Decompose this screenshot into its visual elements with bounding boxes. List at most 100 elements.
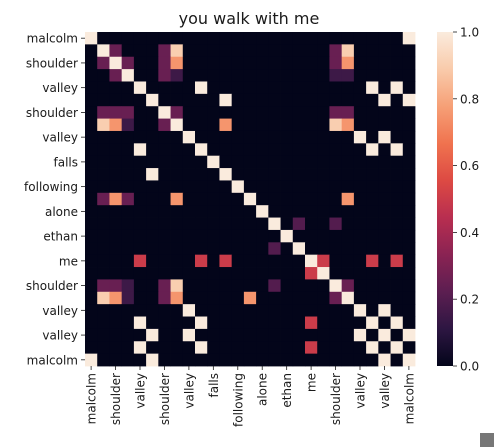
heatmap-cell xyxy=(390,242,404,256)
heatmap-cell xyxy=(366,69,379,82)
heatmap-cell xyxy=(158,316,171,330)
heatmap-cell xyxy=(219,106,233,119)
heatmap-cell xyxy=(341,291,355,305)
heatmap-cell xyxy=(109,32,123,45)
heatmap-cell xyxy=(231,32,245,45)
heatmap-cell xyxy=(207,81,220,95)
heatmap-cell xyxy=(402,118,416,132)
heatmap-cell xyxy=(256,192,269,206)
heatmap-cell xyxy=(329,56,343,70)
heatmap-cell xyxy=(353,328,367,342)
heatmap-cell xyxy=(182,69,196,82)
heatmap-cell xyxy=(121,304,135,317)
heatmap-cell xyxy=(341,254,355,268)
heatmap-cell xyxy=(353,304,367,317)
heatmap-cell xyxy=(280,106,294,119)
heatmap-cell xyxy=(85,229,98,243)
heatmap-cell xyxy=(378,168,391,181)
x-tick-label: valley xyxy=(134,373,148,409)
corner-mark xyxy=(480,433,494,447)
heatmap-cell xyxy=(353,316,367,330)
heatmap-cell xyxy=(280,155,294,169)
heatmap-cell xyxy=(146,217,159,231)
heatmap-cell xyxy=(109,328,123,342)
heatmap-cell xyxy=(182,32,196,45)
heatmap-cell xyxy=(231,242,245,256)
heatmap-cell xyxy=(353,180,367,194)
heatmap-cell xyxy=(329,106,343,119)
heatmap-cell xyxy=(146,242,159,256)
heatmap-cell xyxy=(85,267,98,280)
heatmap-cell xyxy=(109,254,123,268)
heatmap-cell xyxy=(366,93,379,107)
heatmap-cell xyxy=(219,291,233,305)
heatmap-cell xyxy=(317,291,330,305)
heatmap-cell xyxy=(280,279,294,293)
heatmap-cell xyxy=(243,81,257,95)
heatmap-cell xyxy=(329,205,343,218)
heatmap-cell xyxy=(182,106,196,119)
y-tick-label: shoulder xyxy=(26,279,78,293)
heatmap-cell xyxy=(133,341,147,355)
heatmap-cell xyxy=(366,168,379,181)
heatmap-cell xyxy=(256,254,269,268)
heatmap-cell xyxy=(182,81,196,95)
heatmap-cell xyxy=(353,205,367,218)
heatmap-cell xyxy=(109,130,123,144)
heatmap-cell xyxy=(109,217,123,231)
heatmap-cell xyxy=(195,267,208,280)
heatmap-cell xyxy=(366,353,379,367)
x-tick-label: following xyxy=(231,373,245,427)
heatmap-cell xyxy=(317,106,330,119)
heatmap-cell xyxy=(268,130,281,144)
heatmap-cell xyxy=(146,304,159,317)
heatmap-cell xyxy=(97,328,110,342)
heatmap-cell xyxy=(109,69,123,82)
heatmap-cell xyxy=(85,316,98,330)
heatmap-cell xyxy=(353,192,367,206)
heatmap-cell xyxy=(378,180,391,194)
heatmap-cell xyxy=(207,316,220,330)
heatmap-cell xyxy=(182,168,196,181)
heatmap-cell xyxy=(268,44,281,58)
heatmap-cell xyxy=(366,205,379,218)
heatmap-cell xyxy=(292,254,306,268)
heatmap-cell xyxy=(207,180,220,194)
heatmap-cell xyxy=(243,229,257,243)
heatmap-cell xyxy=(305,69,318,82)
heatmap-cell xyxy=(292,304,306,317)
heatmap-cell xyxy=(207,304,220,317)
heatmap-cell xyxy=(243,267,257,280)
heatmap-cell xyxy=(366,242,379,256)
heatmap-cell xyxy=(85,106,98,119)
heatmap-cell xyxy=(97,56,110,70)
heatmap-cell xyxy=(305,205,318,218)
y-tick-label: malcolm xyxy=(27,32,78,46)
heatmap-cell xyxy=(292,316,306,330)
heatmap-cell xyxy=(305,304,318,317)
heatmap-cell xyxy=(121,106,135,119)
heatmap-cell xyxy=(195,118,208,132)
heatmap-cell xyxy=(280,168,294,181)
heatmap-cell xyxy=(158,353,171,367)
heatmap-cell xyxy=(195,291,208,305)
heatmap-cell xyxy=(341,118,355,132)
heatmap-cell xyxy=(243,254,257,268)
heatmap-cell xyxy=(329,192,343,206)
heatmap-cell xyxy=(231,192,245,206)
heatmap-cell xyxy=(170,328,184,342)
heatmap-cell xyxy=(109,180,123,194)
heatmap-cell xyxy=(97,279,110,293)
heatmap-cell xyxy=(231,106,245,119)
heatmap-cell xyxy=(195,242,208,256)
heatmap-cell xyxy=(182,254,196,268)
heatmap-cell xyxy=(402,328,416,342)
y-tick-label: me xyxy=(59,254,78,268)
heatmap-cell xyxy=(158,180,171,194)
heatmap-cell xyxy=(133,279,147,293)
heatmap-cell xyxy=(280,353,294,367)
heatmap-cell xyxy=(305,130,318,144)
heatmap-cell xyxy=(158,93,171,107)
heatmap-cell xyxy=(292,56,306,70)
heatmap-cell xyxy=(329,118,343,132)
